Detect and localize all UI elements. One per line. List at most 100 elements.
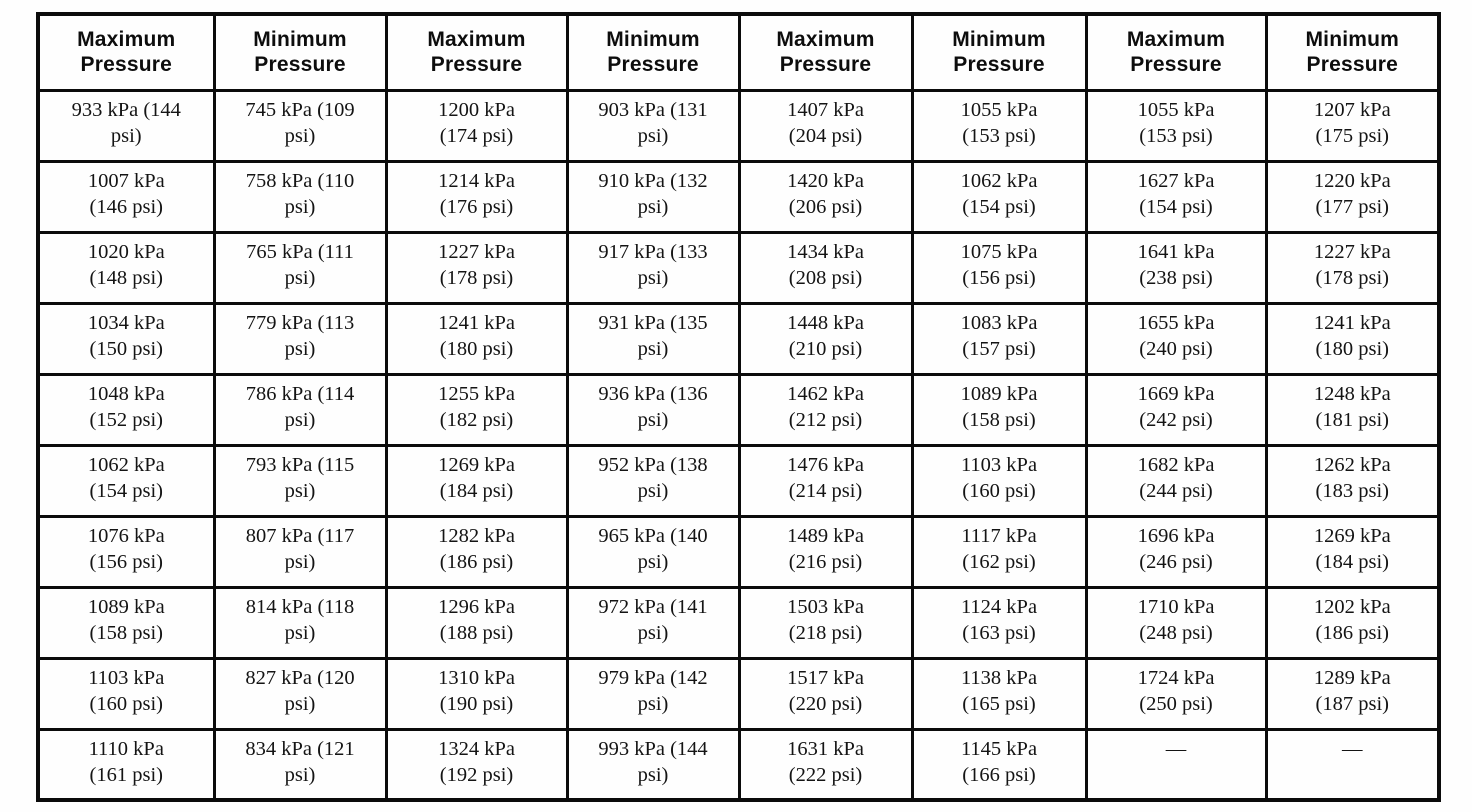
column-header-min-pressure-1: Minimum Pressure xyxy=(212,12,388,92)
table-cell: 1724 kPa (250 psi) xyxy=(1084,656,1268,731)
table-cell: 1489 kPa (216 psi) xyxy=(737,514,914,589)
column-header-max-pressure-4: Maximum Pressure xyxy=(1084,12,1268,92)
column-header-min-pressure-3: Minimum Pressure xyxy=(910,12,1088,92)
table-cell: 814 kPa (118 psi) xyxy=(212,585,388,660)
table-cell: 1448 kPa (210 psi) xyxy=(737,301,914,376)
table-cell: 1255 kPa (182 psi) xyxy=(384,372,569,447)
table-cell: 827 kPa (120 psi) xyxy=(212,656,388,731)
table-cell: 1103 kPa (160 psi) xyxy=(36,656,216,731)
table-cell: 1310 kPa (190 psi) xyxy=(384,656,569,731)
table-cell: 1055 kPa (153 psi) xyxy=(910,88,1088,163)
table-cell: 1289 kPa (187 psi) xyxy=(1264,656,1441,731)
table-cell: 1048 kPa (152 psi) xyxy=(36,372,216,447)
table-cell: 1062 kPa (154 psi) xyxy=(36,443,216,518)
table-cell: 1631 kPa (222 psi) xyxy=(737,727,914,802)
table-cell: 1124 kPa (163 psi) xyxy=(910,585,1088,660)
table-cell: 1227 kPa (178 psi) xyxy=(1264,230,1441,305)
table-cell: 1420 kPa (206 psi) xyxy=(737,159,914,234)
header-row: Maximum Pressure Minimum Pressure Maximu… xyxy=(36,12,1441,92)
pressure-table: Maximum Pressure Minimum Pressure Maximu… xyxy=(36,12,1441,802)
table-cell: 834 kPa (121 psi) xyxy=(212,727,388,802)
table-cell: 1324 kPa (192 psi) xyxy=(384,727,569,802)
table-cell: 1241 kPa (180 psi) xyxy=(384,301,569,376)
table-cell: 1110 kPa (161 psi) xyxy=(36,727,216,802)
table-cell: 1262 kPa (183 psi) xyxy=(1264,443,1441,518)
table-header: Maximum Pressure Minimum Pressure Maximu… xyxy=(36,12,1441,92)
table-cell: 1682 kPa (244 psi) xyxy=(1084,443,1268,518)
table-cell: 1089 kPa (158 psi) xyxy=(910,372,1088,447)
table-cell: 1103 kPa (160 psi) xyxy=(910,443,1088,518)
table-row: 1089 kPa (158 psi) 814 kPa (118 psi) 1296 … xyxy=(36,585,1441,660)
table-cell: 1641 kPa (238 psi) xyxy=(1084,230,1268,305)
table-cell: 1076 kPa (156 psi) xyxy=(36,514,216,589)
table-cell: 931 kPa (135 psi) xyxy=(565,301,741,376)
table-row: 1020 kPa (148 psi) 765 kPa (111 psi) 1227 … xyxy=(36,230,1441,305)
table-cell: 1007 kPa (146 psi) xyxy=(36,159,216,234)
table-cell: 1462 kPa (212 psi) xyxy=(737,372,914,447)
table-row: 1110 kPa (161 psi) 834 kPa (121 psi) 1324 … xyxy=(36,727,1441,802)
table-cell: 952 kPa (138 psi) xyxy=(565,443,741,518)
table-cell: 1269 kPa (184 psi) xyxy=(384,443,569,518)
table-cell: 758 kPa (110 psi) xyxy=(212,159,388,234)
table-cell: 917 kPa (133 psi) xyxy=(565,230,741,305)
table-cell: 1062 kPa (154 psi) xyxy=(910,159,1088,234)
table-cell: 1034 kPa (150 psi) xyxy=(36,301,216,376)
table-cell: 779 kPa (113 psi) xyxy=(212,301,388,376)
column-header-min-pressure-4: Minimum Pressure xyxy=(1264,12,1441,92)
table-cell: 972 kPa (141 psi) xyxy=(565,585,741,660)
table-cell: 1696 kPa (246 psi) xyxy=(1084,514,1268,589)
table-cell: 786 kPa (114 psi) xyxy=(212,372,388,447)
table-cell: 1200 kPa (174 psi) xyxy=(384,88,569,163)
table-cell: 1220 kPa (177 psi) xyxy=(1264,159,1441,234)
table-cell: 1207 kPa (175 psi) xyxy=(1264,88,1441,163)
table-cell: 1138 kPa (165 psi) xyxy=(910,656,1088,731)
table-cell: 1407 kPa (204 psi) xyxy=(737,88,914,163)
table-cell: 1055 kPa (153 psi) xyxy=(1084,88,1268,163)
table-cell: 1145 kPa (166 psi) xyxy=(910,727,1088,802)
table-cell: 965 kPa (140 psi) xyxy=(565,514,741,589)
column-header-max-pressure-1: Maximum Pressure xyxy=(36,12,216,92)
table-cell: 1669 kPa (242 psi) xyxy=(1084,372,1268,447)
table-cell: 1083 kPa (157 psi) xyxy=(910,301,1088,376)
table-cell: 1627 kPa (154 psi) xyxy=(1084,159,1268,234)
table-cell: 1655 kPa (240 psi) xyxy=(1084,301,1268,376)
table-cell: 1296 kPa (188 psi) xyxy=(384,585,569,660)
table-row: 933 kPa (144 psi) 745 kPa (109 psi) 1200 k… xyxy=(36,88,1441,163)
table-cell: 979 kPa (142 psi) xyxy=(565,656,741,731)
column-header-min-pressure-2: Minimum Pressure xyxy=(565,12,741,92)
table-cell: 807 kPa (117 psi) xyxy=(212,514,388,589)
table-cell: 1710 kPa (248 psi) xyxy=(1084,585,1268,660)
table-cell: 1503 kPa (218 psi) xyxy=(737,585,914,660)
table-cell: 1517 kPa (220 psi) xyxy=(737,656,914,731)
table-cell: 1434 kPa (208 psi) xyxy=(737,230,914,305)
table-cell: 936 kPa (136 psi) xyxy=(565,372,741,447)
table-cell: 910 kPa (132 psi) xyxy=(565,159,741,234)
table-cell: 1248 kPa (181 psi) xyxy=(1264,372,1441,447)
table-body: 933 kPa (144 psi) 745 kPa (109 psi) 1200 k… xyxy=(36,88,1441,802)
table-row: 1103 kPa (160 psi) 827 kPa (120 psi) 1310 … xyxy=(36,656,1441,731)
table-cell: 1282 kPa (186 psi) xyxy=(384,514,569,589)
table-cell: 1089 kPa (158 psi) xyxy=(36,585,216,660)
table-cell: 1202 kPa (186 psi) xyxy=(1264,585,1441,660)
table-cell: — xyxy=(1264,727,1441,802)
table-row: 1048 kPa (152 psi) 786 kPa (114 psi) 1255 … xyxy=(36,372,1441,447)
table-cell: 745 kPa (109 psi) xyxy=(212,88,388,163)
table-row: 1034 kPa (150 psi) 779 kPa (113 psi) 1241 … xyxy=(36,301,1441,376)
table-cell: 765 kPa (111 psi) xyxy=(212,230,388,305)
table-cell: 1117 kPa (162 psi) xyxy=(910,514,1088,589)
table-cell: 793 kPa (115 psi) xyxy=(212,443,388,518)
table-cell: 1214 kPa (176 psi) xyxy=(384,159,569,234)
table-cell: 933 kPa (144 psi) xyxy=(36,88,216,163)
column-header-max-pressure-2: Maximum Pressure xyxy=(384,12,569,92)
table-cell: 1269 kPa (184 psi) xyxy=(1264,514,1441,589)
table-cell: — xyxy=(1084,727,1268,802)
table-cell: 1020 kPa (148 psi) xyxy=(36,230,216,305)
table-row: 1007 kPa (146 psi) 758 kPa (110 psi) 1214 … xyxy=(36,159,1441,234)
column-header-max-pressure-3: Maximum Pressure xyxy=(737,12,914,92)
table-cell: 993 kPa (144 psi) xyxy=(565,727,741,802)
table-cell: 1241 kPa (180 psi) xyxy=(1264,301,1441,376)
table-row: 1062 kPa (154 psi) 793 kPa (115 psi) 1269 … xyxy=(36,443,1441,518)
table-row: 1076 kPa (156 psi) 807 kPa (117 psi) 1282 … xyxy=(36,514,1441,589)
table-cell: 1075 kPa (156 psi) xyxy=(910,230,1088,305)
